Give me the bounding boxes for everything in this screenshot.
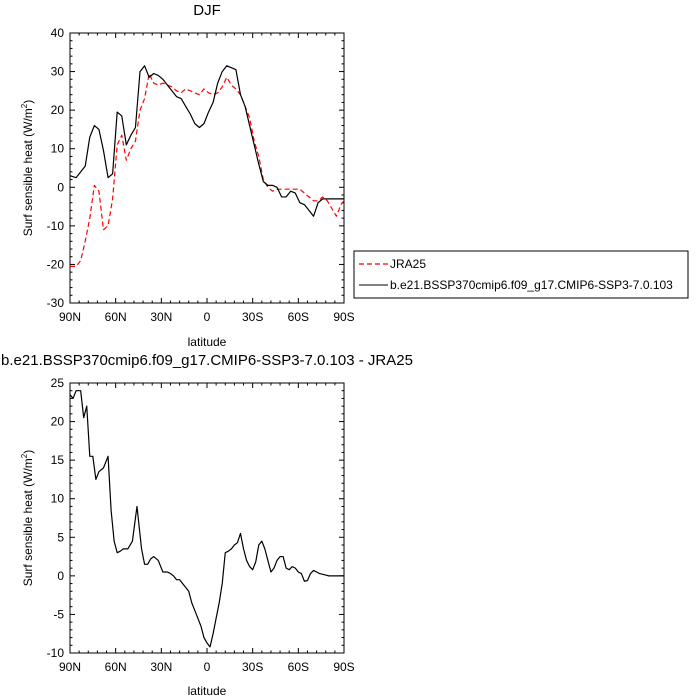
top-xtick-label: 60S <box>288 310 309 324</box>
top-chart-ticks: 90N 60N 30N 0 30S 60S 90S -30 -20 -10 0 10 20 30 40 <box>47 26 355 324</box>
top-series-line-0 <box>70 72 345 267</box>
top-chart-frame <box>69 32 345 304</box>
top-xtick-label: 60N <box>105 310 127 324</box>
top-xtick-label: 30N <box>150 310 172 324</box>
legend: JRA25 b.e21.BSSP370cmip6.f09_g17.CMIP6-S… <box>353 250 689 299</box>
bottom-chart-frame <box>69 382 345 654</box>
top-series-line-1 <box>69 65 344 217</box>
top-xtick-label: 90N <box>59 310 81 324</box>
top-xtick-label: 30S <box>242 310 263 324</box>
top-ytick-label: 10 <box>51 142 65 156</box>
top-ytick-label: 30 <box>51 65 65 79</box>
bottom-chart-ticks: 90N 60N 30N 0 30S 60S 90S -10 -5 0 5 10 15 20 25 <box>47 376 355 674</box>
top-chart-ylabel: Surf sensible heat (W/m2) <box>20 100 35 237</box>
bottom-ytick-label: 15 <box>51 453 65 467</box>
bottom-xtick-label: 60N <box>105 660 127 674</box>
legend-label-model: b.e21.BSSP370cmip6.f09_g17.CMIP6-SSP3-7.… <box>390 278 673 292</box>
bottom-xtick-label: 90N <box>59 660 81 674</box>
top-chart: DJF 90N 60N 30N 0 30S 60S 90S -30 -20 -10 0 10 20 30 4… <box>20 2 355 349</box>
top-ytick-label: 20 <box>51 103 65 117</box>
bottom-xtick-label: 30N <box>150 660 172 674</box>
legend-label-jra25: JRA25 <box>390 257 426 271</box>
bottom-ytick-label: 10 <box>51 492 65 506</box>
top-chart-xlabel: latitude <box>188 335 227 349</box>
bottom-xtick-label: 60S <box>288 660 309 674</box>
top-chart-title: DJF <box>193 2 221 19</box>
bottom-series-line-0 <box>69 390 344 648</box>
bottom-xtick-label: 30S <box>242 660 263 674</box>
top-ytick-label: 40 <box>51 26 65 40</box>
bottom-chart-title: b.e21.BSSP370cmip6.f09_g17.CMIP6-SSP3-7.… <box>1 352 413 369</box>
top-ytick-label: -20 <box>47 257 65 271</box>
bottom-ytick-label: -5 <box>53 607 64 621</box>
top-chart-series <box>69 65 345 267</box>
bottom-ytick-label: -10 <box>47 646 65 660</box>
top-ytick-label: -30 <box>47 296 65 310</box>
bottom-ytick-label: 25 <box>51 376 65 390</box>
bottom-ytick-label: 20 <box>51 415 65 429</box>
bottom-xtick-label: 90S <box>333 660 354 674</box>
top-xtick-label: 0 <box>204 310 211 324</box>
bottom-chart-series <box>69 390 344 648</box>
bottom-chart-ylabel: Surf sensible heat (W/m2) <box>20 450 35 587</box>
bottom-ytick-label: 0 <box>57 569 64 583</box>
top-xtick-label: 90S <box>333 310 354 324</box>
bottom-ytick-label: 5 <box>57 530 64 544</box>
bottom-xtick-label: 0 <box>204 660 211 674</box>
bottom-chart: b.e21.BSSP370cmip6.f09_g17.CMIP6-SSP3-7.… <box>1 352 413 698</box>
top-ytick-label: -10 <box>47 219 65 233</box>
legend-box <box>353 250 689 299</box>
top-ytick-label: 0 <box>57 180 64 194</box>
bottom-chart-xlabel: latitude <box>188 684 227 698</box>
